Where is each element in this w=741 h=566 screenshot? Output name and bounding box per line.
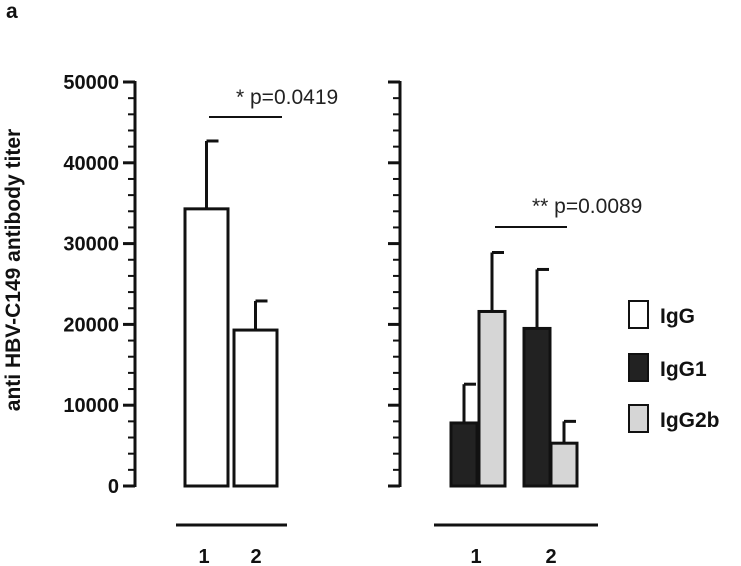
right-y-axis [388, 80, 402, 488]
bar-igg [183, 207, 230, 488]
left-y-axis: 0 10000 20000 30000 40000 50000 [63, 72, 137, 498]
panel-label: a [6, 0, 18, 23]
bar-igg2b [549, 441, 579, 488]
bar-igg1 [522, 326, 552, 488]
legend-label-igg2b: IgG2b [660, 409, 720, 432]
category-axis: 1 2 1 2 [176, 523, 598, 566]
p-value-annotation-1: * p=0.0419 [236, 86, 338, 109]
bars [183, 139, 579, 488]
legend-swatch-igg2b [628, 404, 649, 433]
category-label: 1 [470, 546, 481, 566]
bar-igg2b [477, 309, 507, 488]
bar-igg [232, 328, 279, 488]
bar-igg1 [449, 421, 479, 488]
y-tick-label: 0 [108, 476, 119, 498]
y-tick-label: 10000 [63, 395, 119, 417]
y-tick-label: 50000 [63, 72, 119, 94]
y-tick-label: 40000 [63, 153, 119, 175]
legend-label-igg: IgG [660, 305, 695, 328]
legend-swatch-igg [628, 300, 649, 329]
category-label: 2 [545, 546, 556, 566]
legend-label-igg1: IgG1 [660, 358, 707, 381]
category-label: 2 [250, 546, 261, 566]
legend: IgG IgG1 IgG2b [628, 300, 720, 433]
annotations: * p=0.0419 ** p=0.0089 [209, 86, 642, 228]
p-value-annotation-2: ** p=0.0089 [532, 195, 642, 218]
legend-swatch-igg1 [628, 353, 649, 382]
category-label: 1 [198, 546, 209, 566]
y-tick-label: 30000 [63, 234, 119, 256]
y-tick-label: 20000 [63, 314, 119, 336]
